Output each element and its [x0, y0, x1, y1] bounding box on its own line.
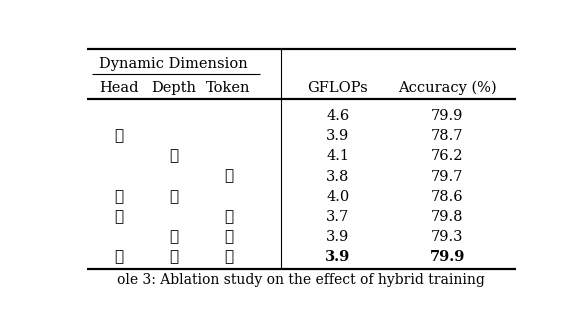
Text: ✓: ✓	[115, 251, 123, 264]
Text: 4.6: 4.6	[326, 109, 349, 123]
Text: ✓: ✓	[169, 251, 178, 264]
Text: 78.6: 78.6	[431, 190, 463, 204]
Text: 79.9: 79.9	[431, 109, 463, 123]
Text: 3.9: 3.9	[326, 129, 349, 143]
Text: ✓: ✓	[115, 129, 123, 143]
Text: 3.9: 3.9	[326, 230, 349, 244]
Text: 4.1: 4.1	[326, 149, 349, 164]
Text: 4.0: 4.0	[326, 190, 349, 204]
Text: 79.7: 79.7	[431, 170, 463, 184]
Text: Head: Head	[99, 81, 139, 95]
Text: ✓: ✓	[115, 190, 123, 204]
Text: ✓: ✓	[115, 210, 123, 224]
Text: ✓: ✓	[224, 230, 233, 244]
Text: ✓: ✓	[224, 170, 233, 184]
Text: ✓: ✓	[224, 251, 233, 264]
Text: 3.7: 3.7	[326, 210, 349, 224]
Text: ✓: ✓	[224, 210, 233, 224]
Text: 79.9: 79.9	[429, 251, 465, 264]
Text: GFLOPs: GFLOPs	[308, 81, 368, 95]
Text: 79.3: 79.3	[431, 230, 463, 244]
Text: ✓: ✓	[169, 230, 178, 244]
Text: Token: Token	[206, 81, 250, 95]
Text: 76.2: 76.2	[431, 149, 463, 164]
Text: Dynamic Dimension: Dynamic Dimension	[99, 57, 248, 71]
Text: Depth: Depth	[151, 81, 196, 95]
Text: ole 3: Ablation study on the effect of hybrid training: ole 3: Ablation study on the effect of h…	[118, 273, 485, 287]
Text: ✓: ✓	[169, 190, 178, 204]
Text: 3.9: 3.9	[325, 251, 350, 264]
Text: 78.7: 78.7	[431, 129, 463, 143]
Text: Accuracy (%): Accuracy (%)	[398, 81, 496, 95]
Text: ✓: ✓	[169, 149, 178, 164]
Text: 3.8: 3.8	[326, 170, 349, 184]
Text: 79.8: 79.8	[431, 210, 463, 224]
